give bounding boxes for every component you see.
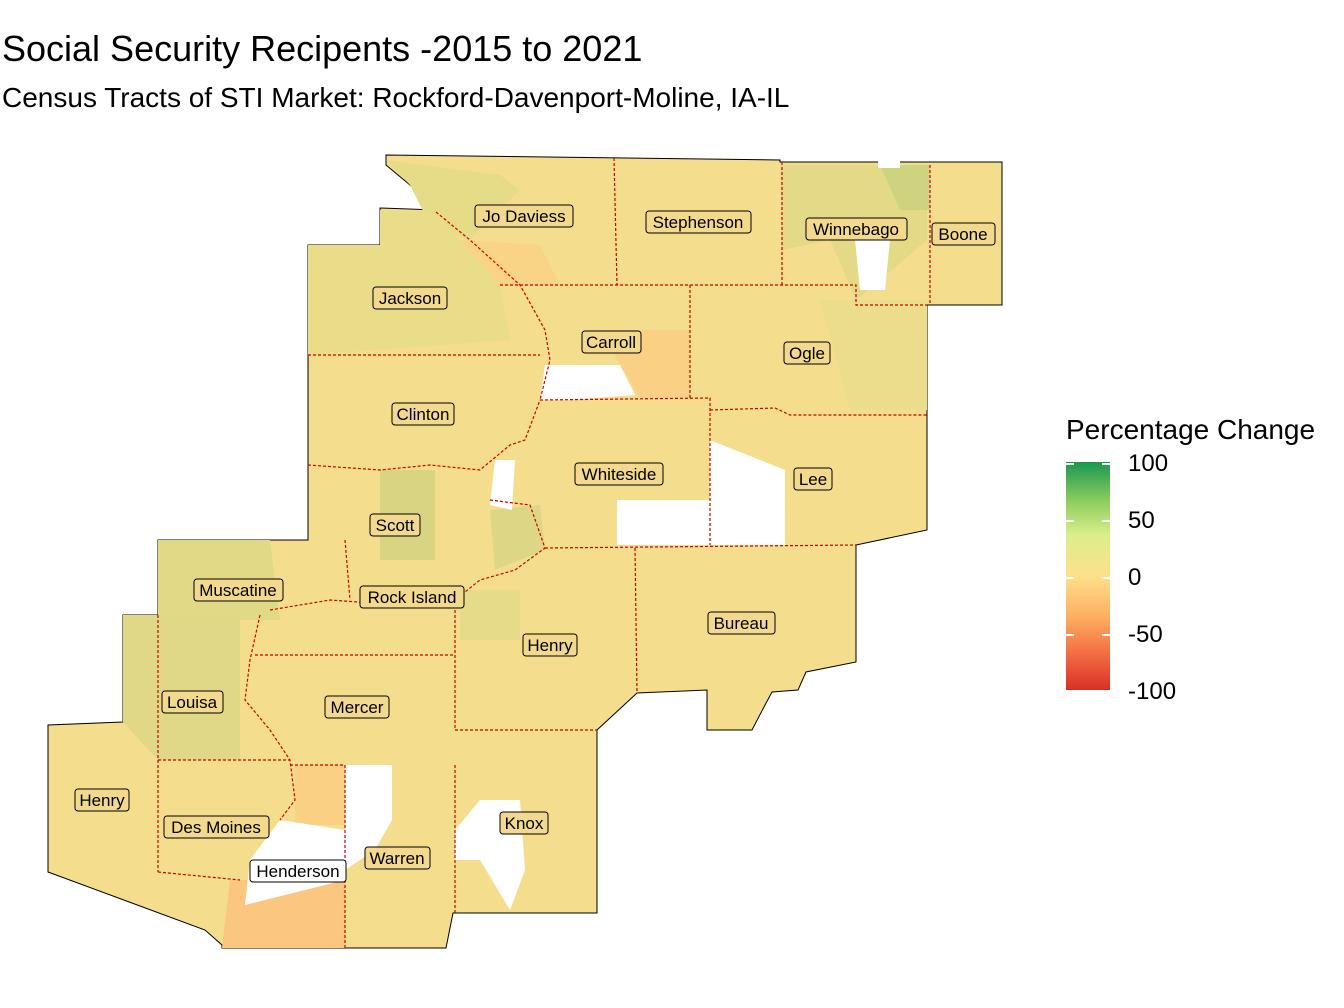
no-data-area xyxy=(710,440,785,545)
county-label-henderson: Henderson xyxy=(249,859,347,883)
svg-text:Henderson: Henderson xyxy=(256,862,339,881)
county-border xyxy=(613,157,618,286)
county-label-boone: Boone xyxy=(931,222,996,246)
county-borders xyxy=(157,157,931,948)
tract-orange xyxy=(460,240,560,285)
county-label-ogle: Ogle xyxy=(783,341,831,365)
tract-green xyxy=(490,505,545,570)
svg-text:Carroll: Carroll xyxy=(586,333,636,352)
no-data-area xyxy=(617,500,710,545)
county-label-clinton: Clinton xyxy=(391,402,455,426)
map-title: Social Security Recipents -2015 to 2021 xyxy=(2,28,643,69)
county-border xyxy=(539,397,711,545)
tract-green xyxy=(123,615,240,760)
county-labels: Jo Daviess Stephenson Winnebago Boone Ja… xyxy=(74,204,996,883)
tract-green xyxy=(880,165,930,210)
county-label-muscatine: Muscatine xyxy=(193,578,284,602)
legend-tick xyxy=(1102,520,1110,522)
county-border xyxy=(634,547,638,694)
svg-text:Boone: Boone xyxy=(938,225,987,244)
legend-tick-label: 100 xyxy=(1128,450,1169,477)
county-label-des-moines: Des Moines xyxy=(163,815,270,839)
legend-tick-label: -50 xyxy=(1128,621,1163,648)
svg-text:Rock Island: Rock Island xyxy=(368,588,457,607)
tract-green xyxy=(820,300,927,410)
county-border xyxy=(435,211,551,401)
legend-tick xyxy=(1066,463,1074,465)
legend-tick-label: 50 xyxy=(1128,507,1155,534)
svg-text:Warren: Warren xyxy=(369,849,424,868)
county-label-mercer: Mercer xyxy=(324,695,390,719)
svg-text:Jo Daviess: Jo Daviess xyxy=(482,207,565,226)
svg-text:Bureau: Bureau xyxy=(714,614,769,633)
no-data-area xyxy=(490,460,515,510)
county-label-scott: Scott xyxy=(369,513,421,537)
legend-tick xyxy=(1102,577,1110,579)
no-data-area xyxy=(878,160,900,168)
legend-title: Percentage Change xyxy=(1066,414,1316,445)
county-label-stephenson: Stephenson xyxy=(645,210,752,234)
county-border xyxy=(344,539,351,601)
legend-tick xyxy=(1066,690,1074,692)
no-data-area xyxy=(855,240,890,290)
county-border xyxy=(544,544,857,549)
legend-tick xyxy=(1066,520,1074,522)
county-label-whiteside: Whiteside xyxy=(574,462,664,486)
county-label-winnebago: Winnebago xyxy=(805,217,908,241)
svg-text:Clinton: Clinton xyxy=(397,405,450,424)
legend-tick xyxy=(1102,463,1110,465)
county-border xyxy=(244,614,296,821)
county-label-jackson: Jackson xyxy=(372,286,448,310)
svg-text:Lee: Lee xyxy=(799,470,827,489)
svg-text:Jackson: Jackson xyxy=(379,289,441,308)
county-label-henry-ia: Henry xyxy=(74,788,130,812)
county-border xyxy=(157,871,241,881)
svg-text:Henry: Henry xyxy=(527,636,573,655)
svg-text:Des Moines: Des Moines xyxy=(171,818,261,837)
legend-tick xyxy=(1066,634,1074,636)
county-border xyxy=(307,399,541,471)
county-label-louisa: Louisa xyxy=(161,690,224,714)
county-label-henry-il: Henry xyxy=(522,633,578,657)
svg-text:Scott: Scott xyxy=(376,516,415,535)
county-label-bureau: Bureau xyxy=(707,611,776,635)
county-label-rock-island: Rock Island xyxy=(359,585,465,609)
svg-text:Ogle: Ogle xyxy=(789,344,825,363)
svg-text:Whiteside: Whiteside xyxy=(582,465,657,484)
county-border xyxy=(454,600,597,731)
svg-text:Henry: Henry xyxy=(79,791,125,810)
legend-tick xyxy=(1102,634,1110,636)
legend-color-bar xyxy=(1066,462,1110,690)
legend-tick xyxy=(1066,577,1074,579)
svg-text:Mercer: Mercer xyxy=(331,698,384,717)
svg-text:Winnebago: Winnebago xyxy=(813,220,899,239)
no-data-area xyxy=(540,365,635,400)
legend-tick-label: -100 xyxy=(1128,678,1177,705)
svg-text:Stephenson: Stephenson xyxy=(653,213,744,232)
county-label-carroll: Carroll xyxy=(581,330,642,354)
county-label-warren: Warren xyxy=(364,846,431,870)
county-border xyxy=(500,284,927,306)
county-label-jo-daviess: Jo Daviess xyxy=(474,204,574,228)
county-label-lee: Lee xyxy=(793,467,833,491)
svg-text:Muscatine: Muscatine xyxy=(199,581,276,600)
county-border xyxy=(709,407,927,416)
tract-orange xyxy=(295,765,345,825)
svg-text:Louisa: Louisa xyxy=(167,693,218,712)
no-data-area xyxy=(345,765,392,870)
svg-text:Knox: Knox xyxy=(505,814,544,833)
county-label-knox: Knox xyxy=(499,811,549,835)
legend-tick xyxy=(1102,690,1110,692)
tract-green xyxy=(460,590,520,640)
tract-green xyxy=(308,210,510,355)
county-border xyxy=(290,764,346,948)
map-subtitle: Census Tracts of STI Market: Rockford-Da… xyxy=(2,82,790,113)
legend-tick-label: 0 xyxy=(1128,564,1142,591)
